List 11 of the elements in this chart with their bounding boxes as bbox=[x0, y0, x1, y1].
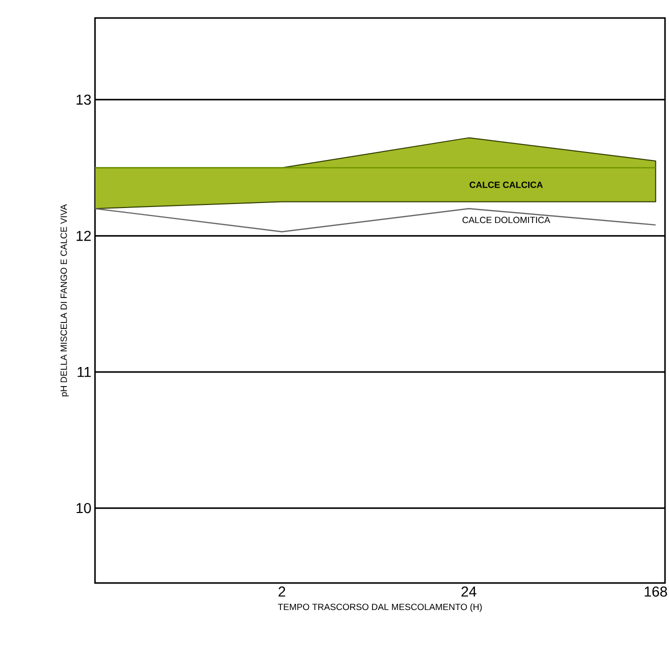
x-tick-label: 168 bbox=[644, 586, 668, 597]
x-tick-label: 2 bbox=[278, 586, 286, 597]
x-axis-title: TEMPO TRASCORSO DAL MESCOLAMENTO (H) bbox=[278, 604, 482, 612]
y-tick-label: 11 bbox=[78, 367, 91, 377]
series-label: CALCE CALCICA bbox=[470, 182, 543, 188]
y-tick-label: 10 bbox=[76, 503, 91, 514]
x-tick-label: 24 bbox=[462, 586, 476, 597]
y-axis-title: pH DELLA MISCELA DI FANGO E CALCE VIVA bbox=[60, 204, 69, 396]
y-tick-label: 13 bbox=[76, 94, 91, 105]
y-tick-label: 12 bbox=[76, 230, 91, 241]
series-label: CALCE DOLOMITICA bbox=[462, 216, 550, 224]
